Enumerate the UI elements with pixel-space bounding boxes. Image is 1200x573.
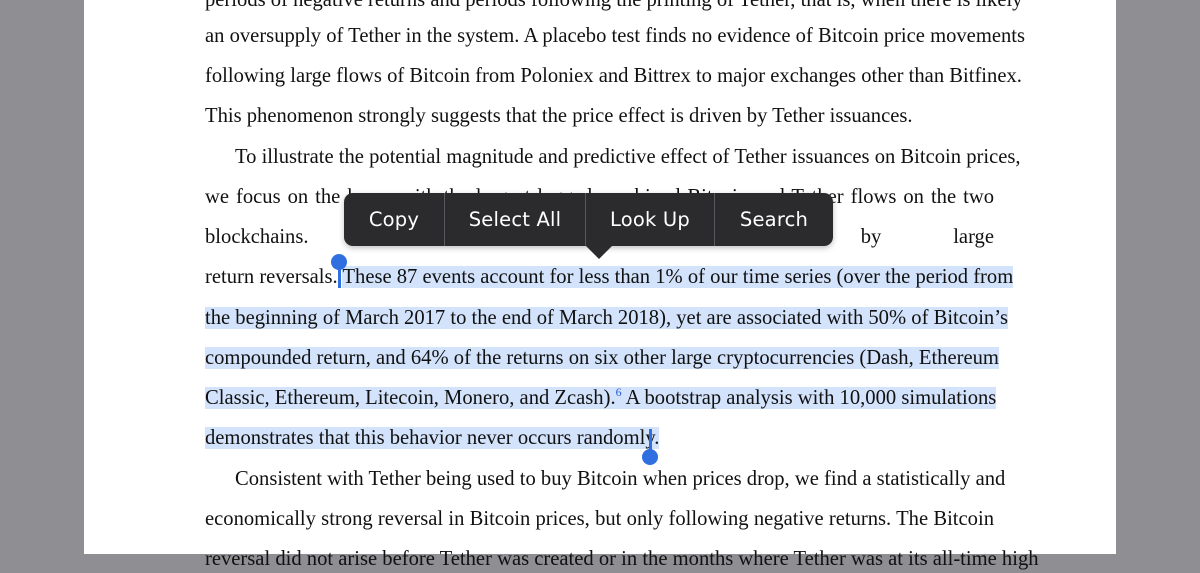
menu-divider [585, 193, 586, 246]
menu-pointer-arrow [585, 245, 613, 259]
paragraph-start-line: To illustrate the potential magnitude an… [235, 146, 1021, 168]
text-line[interactable]: Classic, Ethereum, Litecoin, Monero, and… [205, 384, 997, 412]
selected-text[interactable]: These 87 events account for less than 1%… [342, 266, 1014, 288]
text-line: economically strong reversal in Bitcoin … [205, 508, 994, 530]
selected-text[interactable]: Classic, Ethereum, Litecoin, Monero, and… [205, 385, 997, 409]
selected-text[interactable]: demonstrates that this behavior never oc… [205, 427, 660, 449]
selected-text[interactable]: compounded return, and 64% of the return… [205, 347, 999, 369]
text-line: periods of negative returns and periods … [205, 0, 1023, 11]
text-line[interactable]: demonstrates that this behavior never oc… [205, 424, 994, 452]
document-page: periods of negative returns and periods … [84, 0, 1116, 570]
selected-text-part: Classic, Ethereum, Litecoin, Monero, and… [205, 387, 616, 409]
text-line: an oversupply of Tether in the system. A… [205, 25, 1026, 47]
text-line[interactable]: the beginning of March 2017 to the end o… [205, 304, 1008, 332]
look-up-button[interactable]: Look Up [610, 208, 690, 231]
text-line[interactable]: compounded return, and 64% of the return… [205, 344, 999, 372]
edit-callout-menu: Copy Select All Look Up Search [344, 193, 833, 246]
text-line[interactable]: return reversals. These 87 events accoun… [205, 263, 1014, 291]
text-line: reversal did not arise before Tether was… [205, 548, 1039, 570]
footnote-marker[interactable]: 6 [615, 385, 622, 399]
selection-start-caret [338, 266, 341, 288]
text-line: following large flows of Bitcoin from Po… [205, 65, 1022, 87]
select-all-button[interactable]: Select All [468, 208, 562, 231]
unselected-text: return reversals. [205, 266, 343, 288]
menu-divider [714, 193, 715, 246]
search-button[interactable]: Search [739, 208, 809, 231]
text-line: This phenomenon strongly suggests that t… [205, 105, 913, 127]
menu-divider [444, 193, 445, 246]
selected-text[interactable]: the beginning of March 2017 to the end o… [205, 307, 1008, 329]
selection-end-handle[interactable] [642, 449, 658, 465]
selected-text-part: A bootstrap analysis with 10,000 simulat… [621, 387, 997, 409]
copy-button[interactable]: Copy [368, 208, 420, 231]
selection-start-handle[interactable] [331, 254, 347, 270]
selection-end-caret [649, 429, 652, 453]
paragraph-start-line: Consistent with Tether being used to buy… [235, 468, 1006, 490]
